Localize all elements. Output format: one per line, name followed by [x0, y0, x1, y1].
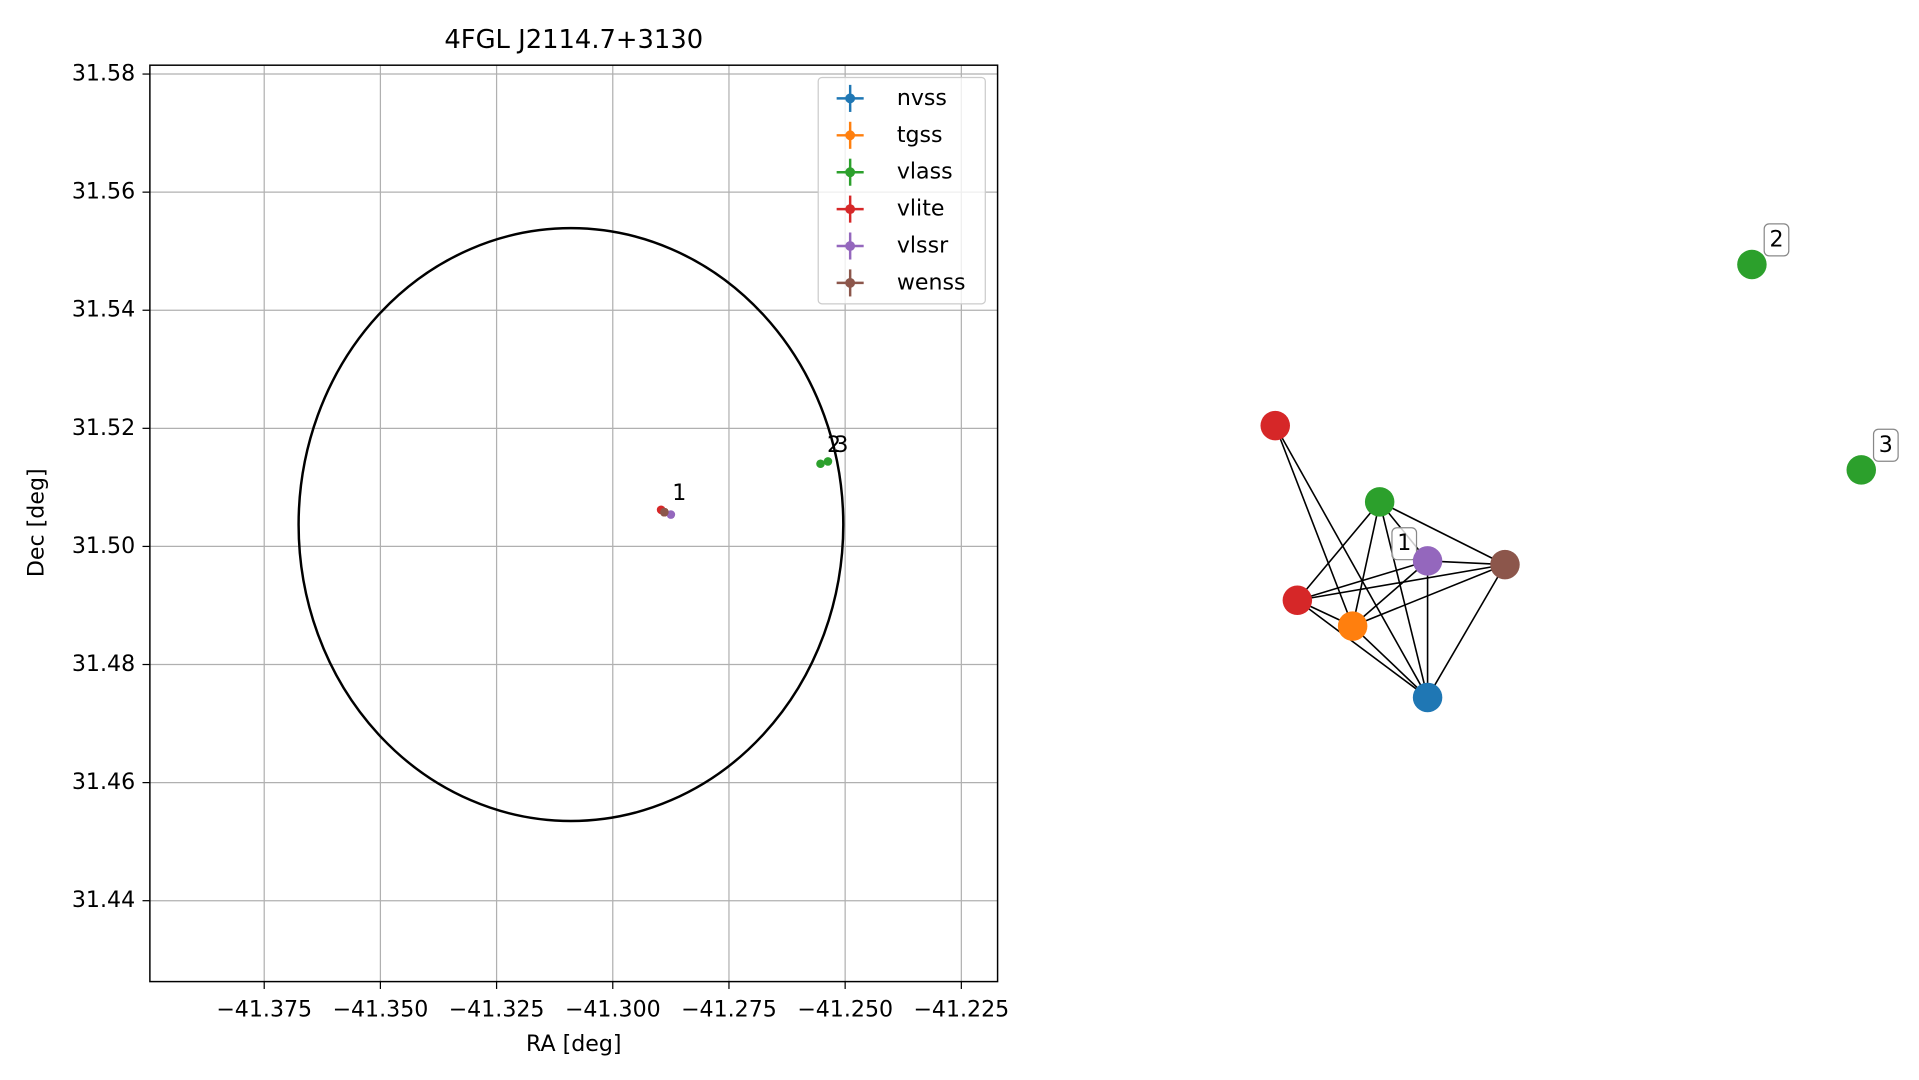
x-axis-label: RA [deg] — [526, 1031, 621, 1057]
x-tick-label: −41.375 — [216, 996, 312, 1022]
graph-edge — [1352, 625, 1429, 699]
graph-edge — [1296, 501, 1381, 601]
graph-node — [1490, 549, 1520, 580]
graph-node — [1737, 249, 1767, 280]
x-tick-label: −41.250 — [797, 996, 893, 1022]
legend-marker — [845, 130, 856, 141]
legend-label: vlass — [897, 159, 953, 185]
grid: −41.375 −41.350 −41.325 −41.300 −41.275 −41.2… — [72, 61, 1009, 1023]
annotation: 1 — [672, 480, 686, 506]
annotation: 2 — [827, 432, 841, 458]
localization-ellipse — [297, 226, 845, 823]
legend-marker — [845, 241, 856, 251]
node-label-box — [1391, 527, 1418, 561]
annotation: 3 — [834, 432, 848, 458]
x-tick-label: −41.325 — [449, 996, 545, 1022]
x-tick-label: −41.300 — [565, 996, 661, 1022]
y-tick-label: 31.58 — [72, 61, 135, 87]
graph-edge — [1352, 560, 1429, 627]
x-tick-label: −41.350 — [332, 996, 428, 1022]
node-label: 3 — [1879, 432, 1893, 458]
legend: nvss tgss vlass vlite vlssr wenss — [817, 76, 986, 305]
graph-edge — [1296, 599, 1429, 699]
node-label: 2 — [1769, 226, 1783, 252]
legend-marker — [845, 204, 856, 215]
network-graph: 1 2 3 — [1260, 223, 1899, 713]
graph-node — [1846, 455, 1877, 485]
legend-marker — [845, 277, 856, 288]
graph-edge — [1426, 564, 1506, 698]
y-tick-label: 31.46 — [72, 769, 135, 795]
x-tick-label: −41.225 — [913, 996, 1009, 1022]
node-label-box — [1763, 223, 1790, 257]
y-axis-label: Dec [deg] — [23, 468, 49, 577]
graph-edge — [1351, 501, 1381, 627]
data-point — [816, 459, 825, 469]
graph-edge — [1379, 501, 1506, 566]
node-label: 1 — [1397, 530, 1411, 556]
chart-title: 4FGL J2114.7+3130 — [444, 25, 703, 55]
graph-edge — [1352, 563, 1506, 627]
data-point — [823, 457, 833, 466]
legend-label: vlite — [897, 196, 945, 222]
graph-node — [1282, 585, 1313, 616]
legend-label: nvss — [897, 85, 947, 111]
y-tick-label: 31.54 — [72, 297, 135, 323]
legend-label: vlssr — [897, 233, 949, 259]
graph-node — [1412, 546, 1443, 576]
y-tick-label: 31.50 — [72, 533, 135, 559]
legend-marker — [845, 93, 856, 104]
y-tick-label: 31.52 — [72, 415, 135, 441]
graph-node — [1364, 487, 1395, 517]
legend-label: tgss — [897, 122, 943, 148]
plot-area: 1 23 — [297, 226, 848, 823]
legend-label: wenss — [897, 269, 966, 295]
graph-node — [1337, 611, 1368, 641]
data-point — [660, 507, 669, 517]
y-tick-label: 31.44 — [72, 887, 135, 913]
node-label-box — [1872, 428, 1899, 462]
graph-edge — [1378, 501, 1429, 698]
x-tick-label: −41.275 — [681, 996, 777, 1022]
data-point — [666, 510, 676, 519]
y-tick-label: 31.48 — [72, 651, 135, 677]
graph-node — [1260, 410, 1290, 441]
graph-edge — [1274, 425, 1429, 698]
legend-marker — [845, 167, 856, 178]
axes-frame — [149, 64, 999, 983]
graph-node — [1412, 682, 1443, 713]
graph-edge — [1297, 563, 1506, 602]
y-tick-label: 31.56 — [72, 179, 135, 205]
graph-edge — [1297, 560, 1428, 602]
